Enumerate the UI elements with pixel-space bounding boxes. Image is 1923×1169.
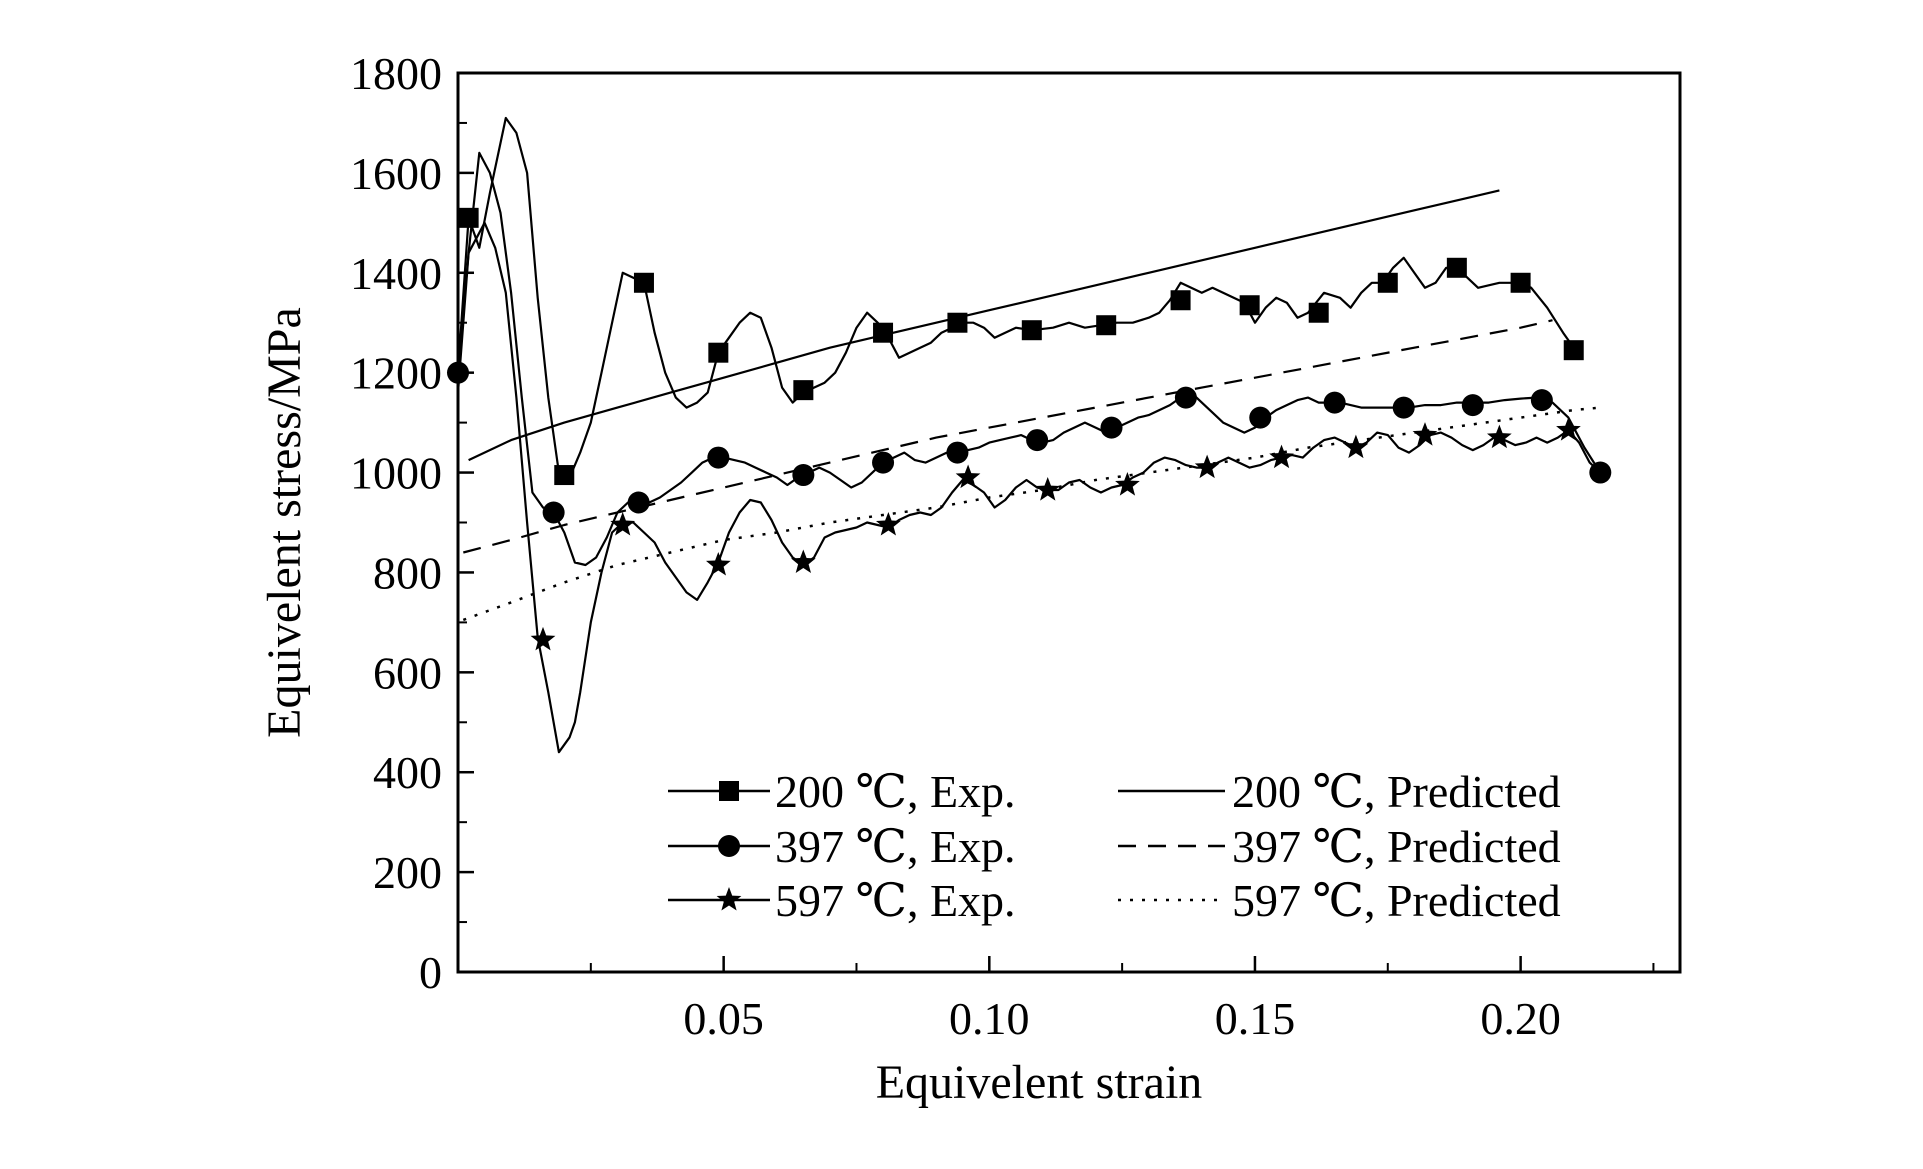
y-tick-label: 600 [373, 647, 442, 698]
series-line [456, 116, 1575, 479]
series-line [456, 221, 1602, 754]
legend-label: 397 ℃, Predicted [1232, 821, 1561, 872]
data-point [1269, 444, 1294, 469]
data-point [1563, 340, 1584, 361]
series-3 [456, 221, 1602, 754]
legend-label: 597 ℃, Predicted [1232, 875, 1561, 926]
data-point [1174, 386, 1197, 409]
data-point [1487, 424, 1512, 449]
series-line [468, 189, 1500, 462]
data-point [1194, 454, 1220, 479]
data-point [1556, 417, 1581, 441]
data-point [1026, 429, 1049, 452]
y-tick-label: 400 [373, 747, 442, 798]
legend-label: 597 ℃, Exp. [775, 875, 1016, 926]
data-point [1446, 257, 1467, 278]
legend-label: 200 ℃, Exp. [775, 766, 1016, 817]
legend-item: 200 ℃, Predicted [1118, 766, 1561, 817]
data-point [1100, 416, 1123, 439]
data-point [1323, 391, 1346, 414]
y-tick-label: 0 [419, 947, 442, 998]
data-point [1115, 472, 1140, 496]
data-point [792, 464, 815, 487]
data-point [554, 465, 575, 486]
data-point [1461, 394, 1484, 417]
data-point [542, 501, 565, 524]
y-tick-label: 1600 [350, 148, 442, 199]
series-2 [447, 151, 1612, 567]
y-tick-label: 1800 [350, 48, 442, 99]
data-point [1239, 295, 1260, 316]
data-point [708, 342, 729, 363]
y-axis: 0 200 400 600 800 1000 1200 1400 1600 1800 [350, 48, 474, 998]
y-tick-label: 800 [373, 547, 442, 598]
legend-marker [719, 781, 739, 801]
data-point [1392, 396, 1415, 419]
data-point [447, 361, 469, 384]
legend-marker [718, 835, 740, 857]
series-4 [468, 189, 1500, 462]
data-point [1343, 434, 1369, 459]
data-point [530, 626, 556, 651]
series-layer [447, 116, 1612, 754]
legend-item: 200 ℃, Exp. [668, 766, 1016, 817]
data-point [1021, 320, 1042, 341]
series-line [463, 319, 1553, 554]
y-tick-label: 1400 [350, 248, 442, 299]
data-point [627, 491, 650, 514]
data-point [947, 312, 968, 333]
data-point [1412, 422, 1438, 446]
series-5 [463, 319, 1553, 554]
data-point [707, 446, 730, 469]
data-point [458, 207, 479, 228]
x-tick-label: 0.10 [949, 993, 1030, 1044]
data-point [791, 549, 816, 573]
legend-item: 397 ℃, Exp. [668, 821, 1016, 872]
legend-label: 397 ℃, Exp. [775, 821, 1016, 872]
data-point [955, 464, 981, 489]
x-tick-label: 0.20 [1480, 993, 1561, 1044]
data-point [1530, 389, 1553, 412]
y-axis-title: Equivelent stress/MPa [258, 307, 311, 738]
legend-item: 397 ℃, Predicted [1118, 821, 1561, 872]
data-point [610, 512, 636, 536]
y-tick-label: 1000 [350, 448, 442, 499]
data-point [633, 272, 654, 293]
legend-label: 200 ℃, Predicted [1232, 766, 1561, 817]
legend-item: 597 ℃, Predicted [1118, 875, 1561, 926]
x-axis: 0.05 0.10 0.15 0.20 [589, 956, 1655, 1044]
data-point [793, 380, 814, 401]
y-tick-label: 200 [373, 847, 442, 898]
series-1 [456, 116, 1584, 486]
data-point [1510, 272, 1531, 293]
x-tick-label: 0.05 [683, 993, 764, 1044]
data-point [873, 322, 894, 343]
x-tick-label: 0.15 [1215, 993, 1296, 1044]
data-point [946, 441, 969, 464]
data-point [1308, 302, 1329, 323]
data-point [1170, 290, 1191, 311]
data-point [1096, 315, 1117, 336]
x-axis-title: Equivelent strain [876, 1056, 1203, 1109]
data-point [872, 451, 895, 474]
legend: 200 ℃, Exp.397 ℃, Exp.597 ℃, Exp. 200 ℃, … [668, 766, 1561, 926]
legend-marker [716, 887, 742, 911]
data-point [876, 512, 901, 536]
data-point [1249, 406, 1272, 429]
legend-item: 597 ℃, Exp. [668, 875, 1016, 926]
data-point [1377, 272, 1398, 293]
data-point [706, 552, 731, 576]
y-tick-label: 1200 [350, 348, 442, 399]
